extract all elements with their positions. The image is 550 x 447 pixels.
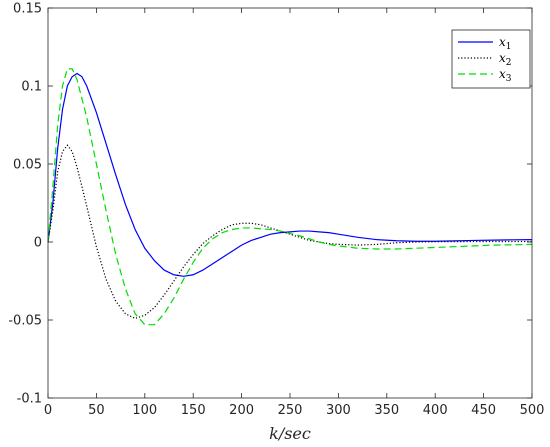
x-tick-label: 0 — [44, 403, 52, 418]
y-tick-label: -0.05 — [8, 314, 42, 329]
x-tick-label: 250 — [278, 403, 303, 418]
y-tick-label: -0.1 — [17, 392, 42, 407]
x-tick-label: 500 — [520, 403, 545, 418]
x-tick-label: 450 — [471, 403, 496, 418]
tick-layer: 0 50 100 150 200 250 300 350 400 450 500 -0.1 -0.05 0… — [8, 2, 544, 419]
x-tick-label: 100 — [132, 403, 157, 418]
y-tick-label: 0.05 — [13, 158, 42, 173]
x-tick-label: 350 — [374, 403, 399, 418]
series-line-x3 — [47, 68, 533, 326]
x-tick-label: 200 — [229, 403, 254, 418]
plot-area — [48, 8, 532, 398]
legend-box — [451, 29, 531, 89]
y-tick-label: 0.1 — [21, 80, 42, 95]
legend-label-x1: x1 — [499, 35, 512, 52]
series-line-x2 — [47, 144, 532, 320]
legend-label-x2: x2 — [499, 51, 512, 68]
series-layer — [47, 68, 533, 326]
x-tick-label: 50 — [88, 403, 105, 418]
x-tick-label: 300 — [326, 403, 351, 418]
x-tick-label: 150 — [181, 403, 206, 418]
legend-label-x3: x3 — [499, 67, 512, 84]
x-tick-label: 400 — [423, 403, 448, 418]
x-axis-title: k/sec — [269, 424, 311, 443]
y-tick-label: 0.15 — [13, 2, 42, 17]
y-tick-label: 0 — [34, 236, 42, 251]
series-line-x1 — [47, 72, 533, 277]
